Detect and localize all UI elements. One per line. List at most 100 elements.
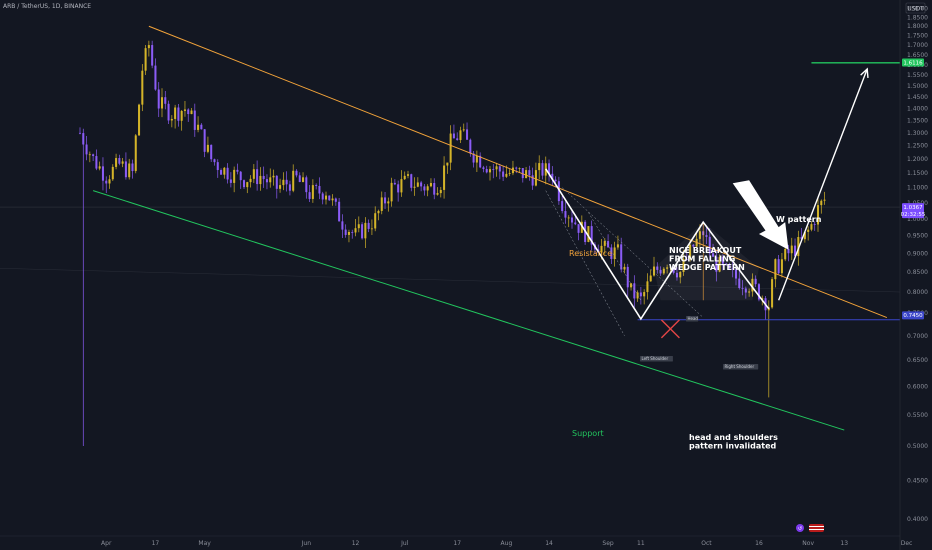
candle-body-225 — [816, 205, 820, 225]
candle-body-66 — [295, 170, 298, 176]
candle-body-149 — [567, 217, 570, 219]
candle-body-169 — [633, 283, 636, 299]
time-tick-14: 13 — [840, 540, 848, 547]
candle-body-123 — [482, 167, 485, 170]
time-tick-7: Aug — [501, 540, 513, 547]
time-tick-10: 11 — [637, 540, 645, 547]
candle-body-21 — [147, 45, 150, 49]
candle-body-201 — [738, 278, 741, 289]
candle-body-46 — [229, 179, 232, 183]
price-tick-2: 0.5000 — [907, 443, 928, 450]
candle-body-74 — [321, 193, 324, 200]
candle-body-155 — [587, 226, 590, 242]
candle-body-203 — [744, 288, 747, 293]
price-tick-17: 1.2500 — [907, 143, 928, 150]
breakout-label-1: FROM FALLING — [669, 255, 735, 264]
candle-body-214 — [780, 259, 783, 274]
candle-body-19 — [141, 70, 144, 105]
candle-body-195 — [718, 257, 721, 272]
candle-body-26 — [164, 97, 167, 104]
candle-body-130 — [505, 173, 508, 177]
candle-body-7 — [101, 166, 104, 181]
candle-body-176 — [656, 266, 659, 270]
candle-body-193 — [712, 253, 715, 257]
candle-body-69 — [305, 177, 308, 193]
candle-body-178 — [662, 268, 665, 274]
candle-body-87 — [364, 222, 367, 239]
candle-body-110 — [439, 189, 442, 194]
candle-body-40 — [210, 144, 213, 160]
left-shoulder-tag-bg — [640, 356, 673, 362]
price-tick-10: 0.9000 — [907, 250, 928, 257]
candle-body-27 — [167, 103, 170, 121]
candle-body-128 — [498, 166, 501, 172]
price-tick-14: 1.1000 — [907, 185, 928, 192]
wedge-dashed-line-2 — [588, 212, 642, 301]
candle-body-167 — [626, 266, 629, 288]
candle-body-98 — [400, 179, 403, 193]
price-tick-26: 1.7000 — [907, 42, 928, 49]
candle-body-49 — [239, 171, 242, 181]
w-arrow-head — [860, 67, 869, 78]
candle-body-180 — [669, 266, 672, 268]
candle-body-218 — [794, 245, 797, 257]
price-tick-16: 1.2000 — [907, 156, 928, 163]
candle-body-79 — [338, 201, 341, 222]
candle-body-192 — [708, 236, 711, 254]
head-shoulders-area — [654, 222, 759, 301]
candle-body-175 — [652, 266, 656, 276]
candle-body-117 — [462, 129, 465, 131]
candle-body-90 — [374, 213, 377, 229]
candle-body-215 — [784, 248, 787, 260]
candle-body-88 — [367, 222, 370, 229]
candle-body-103 — [416, 182, 419, 187]
symbol-label: ARB / TetherUS, 1D, BINANCE — [3, 3, 91, 10]
candle-body-107 — [429, 183, 432, 187]
price-tick-6: 0.7000 — [907, 333, 928, 340]
candle-body-96 — [393, 182, 396, 185]
candle-body-72 — [315, 185, 318, 187]
candle-body-92 — [380, 197, 383, 211]
price-tick-29: 1.8500 — [907, 14, 928, 21]
level-price-tag-bg — [902, 311, 924, 320]
candle-body-45 — [226, 167, 229, 180]
candle-body-156 — [590, 226, 593, 245]
price-tick-21: 1.4500 — [907, 94, 928, 101]
candle-body-60 — [275, 175, 278, 189]
level-price-tag-text-0: 0.7450 — [903, 313, 923, 319]
candle-body-102 — [413, 186, 416, 188]
candle-body-174 — [649, 275, 652, 282]
candle-body-84 — [354, 228, 357, 233]
candle-body-76 — [328, 195, 331, 201]
candle-body-5 — [95, 156, 98, 169]
time-tick-3: Jun — [301, 540, 312, 547]
candle-body-198 — [728, 264, 731, 269]
support-label: Support — [572, 429, 604, 438]
candle-body-35 — [193, 110, 196, 130]
current-price-tag-text-0: 1.0367 — [903, 205, 923, 211]
flag-icon[interactable] — [809, 524, 824, 532]
time-tick-13: Nov — [802, 540, 814, 547]
price-tick-18: 1.3000 — [907, 130, 928, 137]
candle-body-101 — [410, 174, 413, 188]
candle-body-202 — [741, 288, 744, 289]
candle-body-89 — [370, 228, 373, 230]
candle-body-17 — [134, 135, 137, 172]
time-tick-8: 14 — [545, 540, 553, 547]
candle-body-125 — [488, 169, 492, 173]
currency-box[interactable] — [905, 2, 926, 14]
candle-body-137 — [528, 170, 531, 176]
price-axis-bg[interactable] — [900, 0, 932, 550]
candle-body-204 — [748, 291, 751, 293]
replay-icon[interactable]: ↺ — [796, 524, 804, 532]
candle-body-146 — [557, 181, 560, 202]
candle-body-196 — [721, 257, 724, 264]
candle-body-213 — [777, 259, 780, 274]
candle-body-75 — [324, 195, 328, 200]
candle-body-41 — [213, 159, 216, 163]
breakout-arrow — [732, 180, 789, 250]
candle-body-81 — [344, 229, 347, 235]
candle-body-226 — [820, 200, 823, 206]
candle-body-109 — [436, 193, 439, 195]
